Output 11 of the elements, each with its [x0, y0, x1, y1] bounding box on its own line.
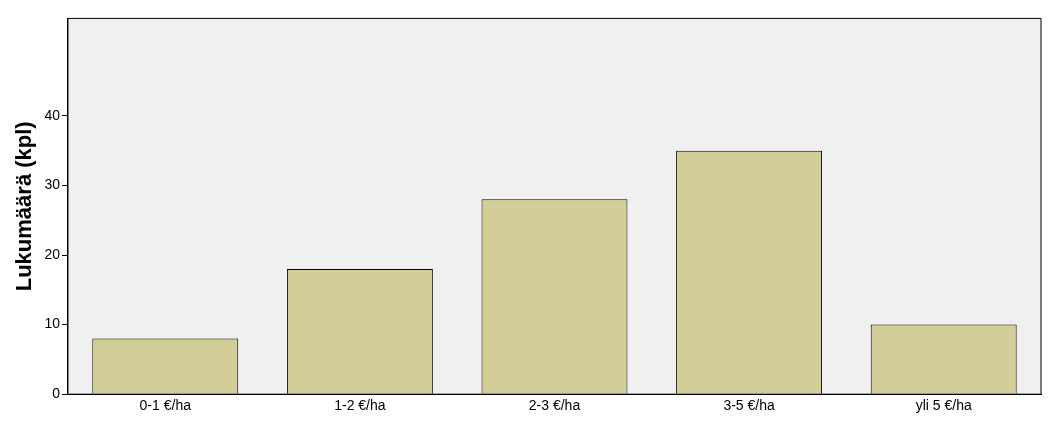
y-tick-label: 40 [44, 106, 61, 123]
y-tick-label: 20 [44, 245, 61, 262]
x-tick-label: 0-1 €/ha [139, 397, 192, 414]
x-tick-label: 1-2 €/ha [334, 397, 386, 414]
y-tick-label: 30 [44, 176, 61, 193]
x-tick-label: 2-3 €/ha [528, 397, 581, 414]
x-tick-label: yli 5 €/ha [915, 397, 972, 414]
y-tick-label: 0 [52, 385, 61, 402]
y-tick-label: 10 [44, 315, 61, 332]
y-axis-title: Lukumäärä (kpl) [11, 121, 37, 292]
x-tick-label: 3-5 €/ha [723, 397, 775, 414]
